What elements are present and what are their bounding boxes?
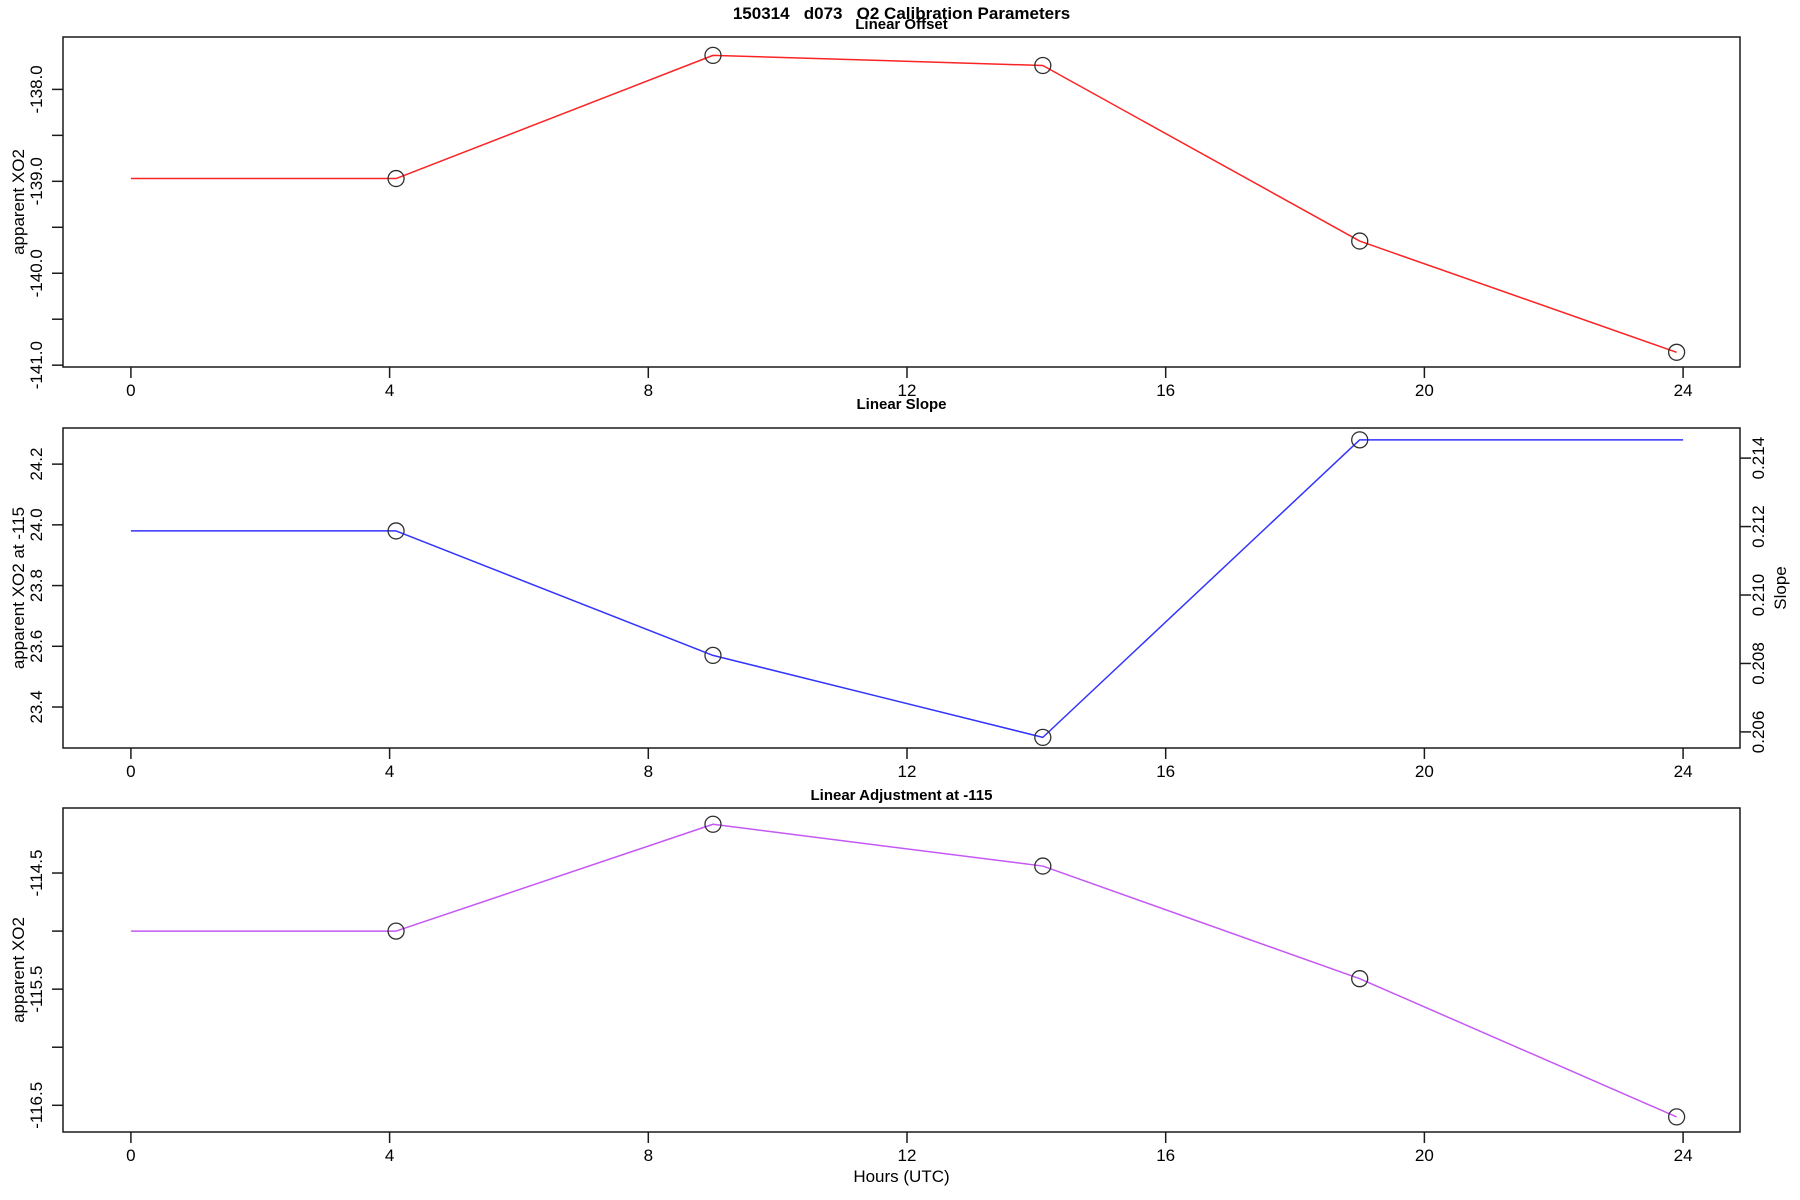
x-tick-label: 20: [1415, 762, 1434, 781]
y-tick-label: -141.0: [27, 341, 46, 389]
series-line: [130, 54, 1677, 354]
data-point-marker: [1351, 431, 1369, 449]
y-tick-label: -140.0: [27, 249, 46, 297]
x-tick-label: 8: [644, 762, 653, 781]
panel-title-linear-offset: Linear Offset: [855, 16, 948, 33]
x-tick-label: 4: [385, 762, 394, 781]
panel-title-linear-adjustment: Linear Adjustment at -115: [810, 787, 993, 804]
x-tick-label: 24: [1674, 1146, 1693, 1165]
x-tick-label: 16: [1156, 1146, 1175, 1165]
y-tick-label: -114.5: [27, 850, 46, 897]
y-tick-label: 23.6: [27, 630, 46, 663]
y-axis-title: apparent XO2: [9, 149, 28, 255]
x-tick-label: 12: [898, 762, 917, 781]
panel-frame: [62, 427, 1741, 749]
x-tick-label: 20: [1415, 1146, 1434, 1165]
right-y-tick-label: 0.214: [1749, 437, 1768, 480]
y-tick-label: -139.0: [27, 157, 46, 205]
data-point-marker: [387, 169, 405, 188]
right-y-tick-label: 0.212: [1749, 505, 1768, 548]
panel-frame: [62, 807, 1741, 1133]
data-point-marker: [1351, 970, 1369, 988]
right-y-tick-label: 0.210: [1749, 574, 1768, 617]
x-tick-label: 24: [1674, 762, 1693, 781]
y-tick-label: -138.0: [27, 65, 46, 113]
data-point-marker: [387, 522, 405, 540]
right-axis-title: Slope: [1771, 566, 1790, 609]
data-point-marker: [704, 46, 722, 65]
x-tick-label: 12: [898, 1146, 917, 1165]
x-tick-label: 16: [1156, 762, 1175, 781]
x-tick-label: 12: [898, 381, 917, 400]
data-point-marker: [1667, 343, 1686, 361]
x-tick-label: 20: [1415, 381, 1434, 400]
right-y-tick-label: 0.208: [1749, 642, 1768, 685]
y-tick-label: 23.8: [27, 569, 46, 602]
y-tick-label: 23.4: [27, 690, 46, 723]
data-point-marker: [1667, 1108, 1686, 1126]
main-title: 150314 d073 O2 Calibration Parameters: [732, 4, 1071, 23]
y-axis-title: apparent XO2 at -115: [9, 507, 28, 669]
data-point-marker: [387, 922, 405, 940]
x-tick-label: 4: [385, 1146, 394, 1165]
x-tick-label: 0: [126, 762, 135, 781]
x-tick-label: 8: [644, 1146, 653, 1165]
y-tick-label: -115.5: [27, 966, 46, 1013]
y-axis-title: apparent XO2: [9, 917, 28, 1023]
data-point-marker: [1034, 728, 1052, 747]
y-tick-label: 24.0: [27, 508, 46, 541]
x-tick-label: 4: [385, 381, 394, 400]
y-tick-label: -116.5: [27, 1082, 46, 1129]
x-tick-label: 16: [1156, 381, 1175, 400]
panel-title-linear-slope: Linear Slope: [856, 396, 947, 413]
right-y-tick-label: 0.206: [1749, 711, 1768, 754]
y-tick-label: 24.2: [27, 448, 46, 481]
data-point-marker: [704, 815, 722, 833]
x-axis-title: Hours (UTC): [853, 1167, 950, 1186]
data-point-marker: [1034, 56, 1052, 75]
series-line: [130, 823, 1677, 1118]
x-tick-label: 0: [126, 381, 135, 400]
panel-frame: [62, 36, 1741, 368]
data-point-marker: [1034, 857, 1052, 875]
x-tick-label: 8: [644, 381, 653, 400]
series-line: [130, 439, 1684, 739]
x-tick-label: 0: [126, 1146, 135, 1165]
data-point-marker: [704, 646, 722, 665]
data-point-marker: [1351, 232, 1369, 250]
x-tick-label: 24: [1674, 381, 1693, 400]
